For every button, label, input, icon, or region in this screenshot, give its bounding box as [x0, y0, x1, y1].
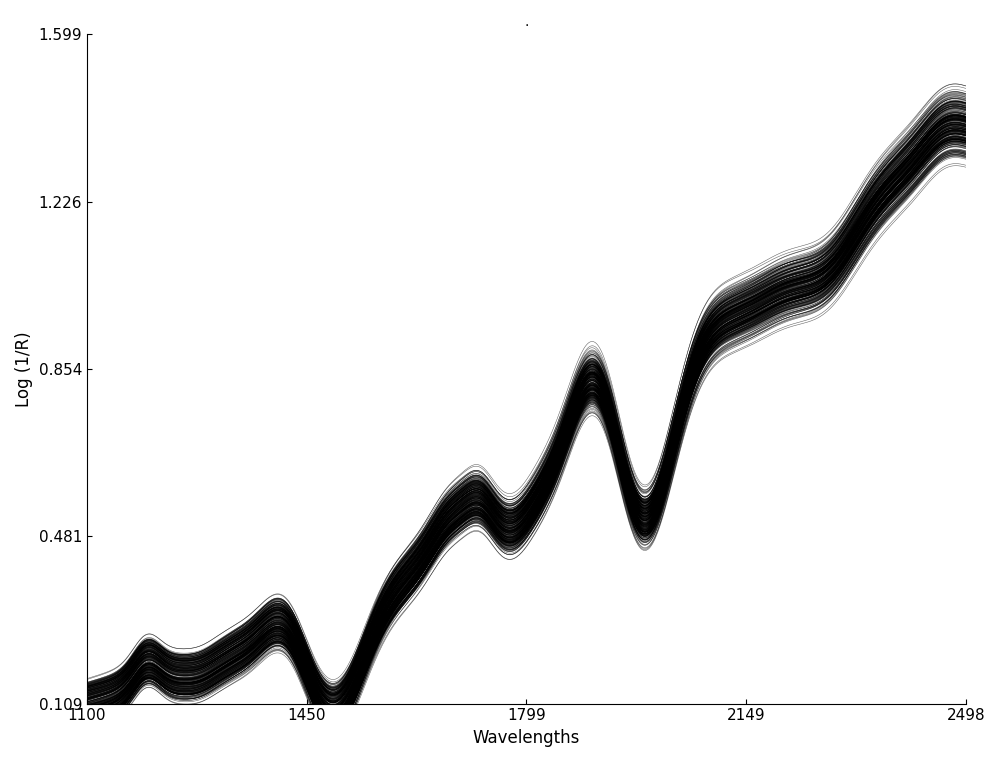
- X-axis label: Wavelengths: Wavelengths: [473, 729, 580, 747]
- Y-axis label: Log (1/R): Log (1/R): [15, 331, 33, 407]
- Title: .: .: [524, 15, 529, 29]
